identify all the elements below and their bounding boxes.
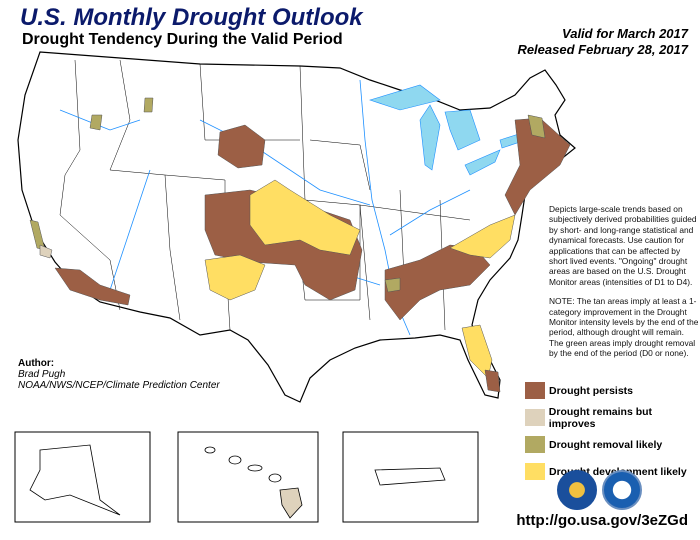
legend-item: Drought remains but improves: [525, 405, 700, 430]
valid-date: Valid for March 2017: [562, 26, 688, 41]
alaska-outline: [29, 444, 121, 516]
noaa-logo: [557, 470, 597, 510]
drought-persists-area: [54, 267, 131, 306]
puerto-rico-outline: [374, 467, 446, 486]
legend-label: Drought remains but improves: [548, 405, 653, 430]
valid-period: Valid for March 2017 Released February 2…: [517, 26, 688, 58]
legend-swatch: [525, 463, 545, 480]
nws-logo: [602, 470, 642, 510]
drought-removal-area: [89, 114, 103, 131]
drought-improves-area: [39, 244, 53, 259]
drought-removal-area: [384, 277, 401, 293]
author-block: Author: Brad Pugh NOAA/NWS/NCEP/Climate …: [18, 358, 220, 391]
drought-development-area: [204, 254, 266, 301]
note-text: NOTE: The tan areas imply at least a 1-c…: [549, 296, 699, 359]
drought-development-area: [449, 214, 516, 259]
page-title: U.S. Monthly Drought Outlook: [20, 4, 363, 31]
drought-removal-area: [143, 97, 154, 113]
drought-areas: [29, 97, 571, 393]
page-subtitle: Drought Tendency During the Valid Period: [22, 31, 343, 48]
drought-development-area: [461, 324, 493, 379]
drought-persists-area: [217, 124, 266, 169]
legend-swatch: [525, 436, 545, 453]
legend-label: Drought persists: [549, 384, 634, 397]
drought-persists-area: [504, 117, 571, 216]
legend-swatch: [525, 382, 545, 399]
release-date: Released February 28, 2017: [517, 42, 688, 57]
legend-item: Drought removal likely: [525, 435, 700, 454]
author-org: NOAA/NWS/NCEP/Climate Prediction Center: [18, 380, 220, 391]
description-text: Depicts large-scale trends based on subj…: [549, 204, 697, 287]
legend-label: Drought removal likely: [549, 438, 663, 451]
url-link[interactable]: http://go.usa.gov/3eZGd: [516, 512, 688, 529]
hawaii-islands: [204, 446, 303, 519]
drought-persists-area: [484, 369, 501, 393]
drought-persists-area: [384, 244, 491, 321]
alaska-inset: [14, 431, 151, 523]
legend-swatch: [525, 409, 545, 426]
drought-development-area: [249, 179, 361, 256]
author-heading: Author:: [18, 358, 55, 369]
drought-removal-area: [527, 114, 546, 139]
legend-item: Drought persists: [525, 381, 700, 400]
description: Depicts large-scale trends based on subj…: [549, 204, 699, 368]
author-name: Brad Pugh: [18, 369, 66, 380]
great-lakes: [369, 84, 526, 176]
